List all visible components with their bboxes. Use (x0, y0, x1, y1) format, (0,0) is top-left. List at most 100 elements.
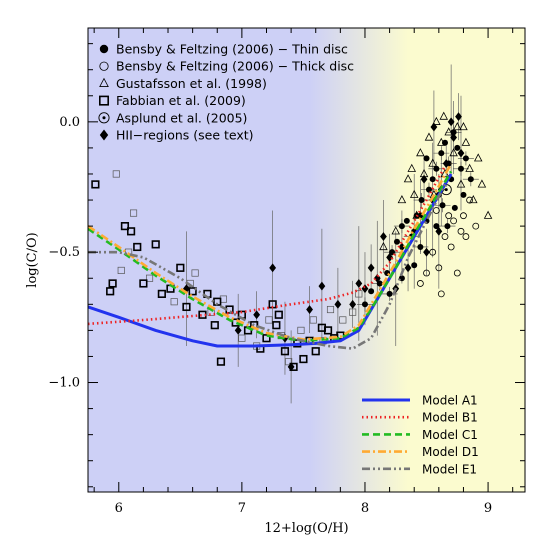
y-tick-label: 0.0 (59, 115, 80, 130)
hii-region-point (380, 232, 387, 241)
legend-marker (99, 129, 109, 141)
thick-disc-point (472, 222, 480, 230)
gustafsson-point (391, 226, 401, 235)
thick-disc-point (441, 233, 449, 240)
thick-disc-point (460, 212, 467, 220)
thick-disc-point (432, 207, 440, 214)
thick-disc-point (450, 217, 458, 225)
thin-disc-point (417, 243, 424, 250)
hii-region-point (398, 242, 406, 252)
x-tick-label: 8 (361, 501, 369, 516)
fabbian-point-light (191, 269, 199, 277)
hii-region-point (430, 122, 438, 132)
thin-disc-point (467, 176, 474, 183)
fabbian-point-light (309, 316, 317, 324)
thin-disc-point (439, 202, 446, 209)
thin-disc-point (418, 197, 425, 204)
gustafsson-point (459, 122, 468, 131)
thick-disc-point (457, 227, 465, 235)
thin-disc-point (433, 165, 440, 172)
thin-disc-point (398, 223, 405, 230)
hii-region-point (253, 310, 261, 320)
fabbian-point (139, 279, 148, 288)
hii-region-point (420, 174, 428, 184)
fabbian-point-light (117, 266, 125, 274)
fabbian-point-light (129, 209, 138, 217)
thick-disc-point (437, 290, 445, 298)
gustafsson-point (439, 111, 449, 120)
fabbian-point-light (112, 170, 120, 178)
asplund-dot (102, 116, 106, 120)
fabbian-point (182, 302, 191, 312)
fabbian-point (299, 354, 308, 364)
thin-disc-point (444, 223, 451, 230)
thin-disc-point (425, 186, 432, 193)
gustafsson-point (428, 158, 437, 167)
thin-disc-point (457, 165, 464, 172)
legend-label: Fabbian et al. (2009) (116, 93, 246, 108)
legend-marker (99, 77, 109, 87)
hii-region-point (269, 263, 277, 273)
y-tick-label: −0.5 (48, 245, 80, 260)
fabbian-point (280, 347, 290, 356)
x-tick-label: 9 (484, 501, 492, 516)
gustafsson-point (432, 116, 441, 125)
fabbian-point (188, 287, 197, 296)
legend-marker (99, 95, 110, 106)
series-line-model-e1 (88, 183, 447, 350)
fabbian-point-light (170, 298, 178, 306)
model-lines (88, 162, 453, 350)
thin-disc-point (454, 144, 461, 151)
thick-disc-point (445, 212, 453, 220)
fabbian-point (323, 326, 333, 335)
fabbian-point (262, 334, 271, 343)
gustafsson-point (424, 132, 434, 141)
fabbian-point (274, 310, 283, 319)
hii-region-point (349, 299, 357, 309)
fabbian-point (126, 227, 136, 236)
gustafsson-point (409, 189, 419, 198)
thin-disc-point (368, 288, 375, 295)
hii-region-point (234, 325, 242, 335)
hii-region-point (404, 263, 412, 273)
legend-label: HII−regions (see text) (116, 128, 254, 143)
hii-region-point (334, 299, 342, 309)
fabbian-point (133, 242, 142, 252)
fabbian-point-light (355, 290, 363, 298)
thin-disc-point (429, 176, 436, 183)
fabbian-point (108, 279, 117, 288)
fabbian-point-light (285, 358, 293, 366)
hii-region-point (386, 252, 393, 262)
legend-series-label: Model C1 (422, 428, 478, 442)
asplund-ring (98, 112, 110, 124)
gustafsson-point (477, 179, 487, 188)
fabbian-point-light (265, 316, 273, 324)
hii-region-point (450, 133, 458, 142)
thick-disc-point (435, 264, 443, 272)
x-axis-label: 12+log(O/H) (264, 521, 348, 536)
fabbian-point (151, 240, 160, 249)
hii-region-point (373, 273, 381, 283)
gustafsson-point (407, 163, 417, 172)
axis-ticks: 6 7 8 9 0.0 −0.5 −1.0 (48, 28, 525, 516)
plot-background (88, 28, 525, 492)
gustafsson-point (397, 195, 407, 204)
x-tick-label: 6 (115, 501, 123, 516)
fabbian-point (210, 321, 219, 330)
marker-legend: Bensby & Feltzing (2006) − Thin disc Bens… (98, 42, 354, 143)
asplund-dot (444, 188, 448, 192)
hii-region-point (442, 159, 450, 168)
thin-disc-point (403, 217, 410, 224)
thin-disc-point (438, 150, 445, 157)
fabbian-point (216, 357, 226, 366)
fabbian-point (106, 287, 115, 296)
thick-disc-point (447, 243, 455, 251)
fabbian-point (176, 263, 185, 272)
hii-region-point (367, 263, 375, 273)
series-line-model-c1 (88, 170, 453, 343)
thin-disc-point (441, 139, 448, 146)
gustafsson-point (444, 127, 453, 136)
gustafsson-point (465, 163, 474, 172)
thin-disc-point (450, 129, 457, 136)
thin-disc-point (460, 191, 467, 198)
